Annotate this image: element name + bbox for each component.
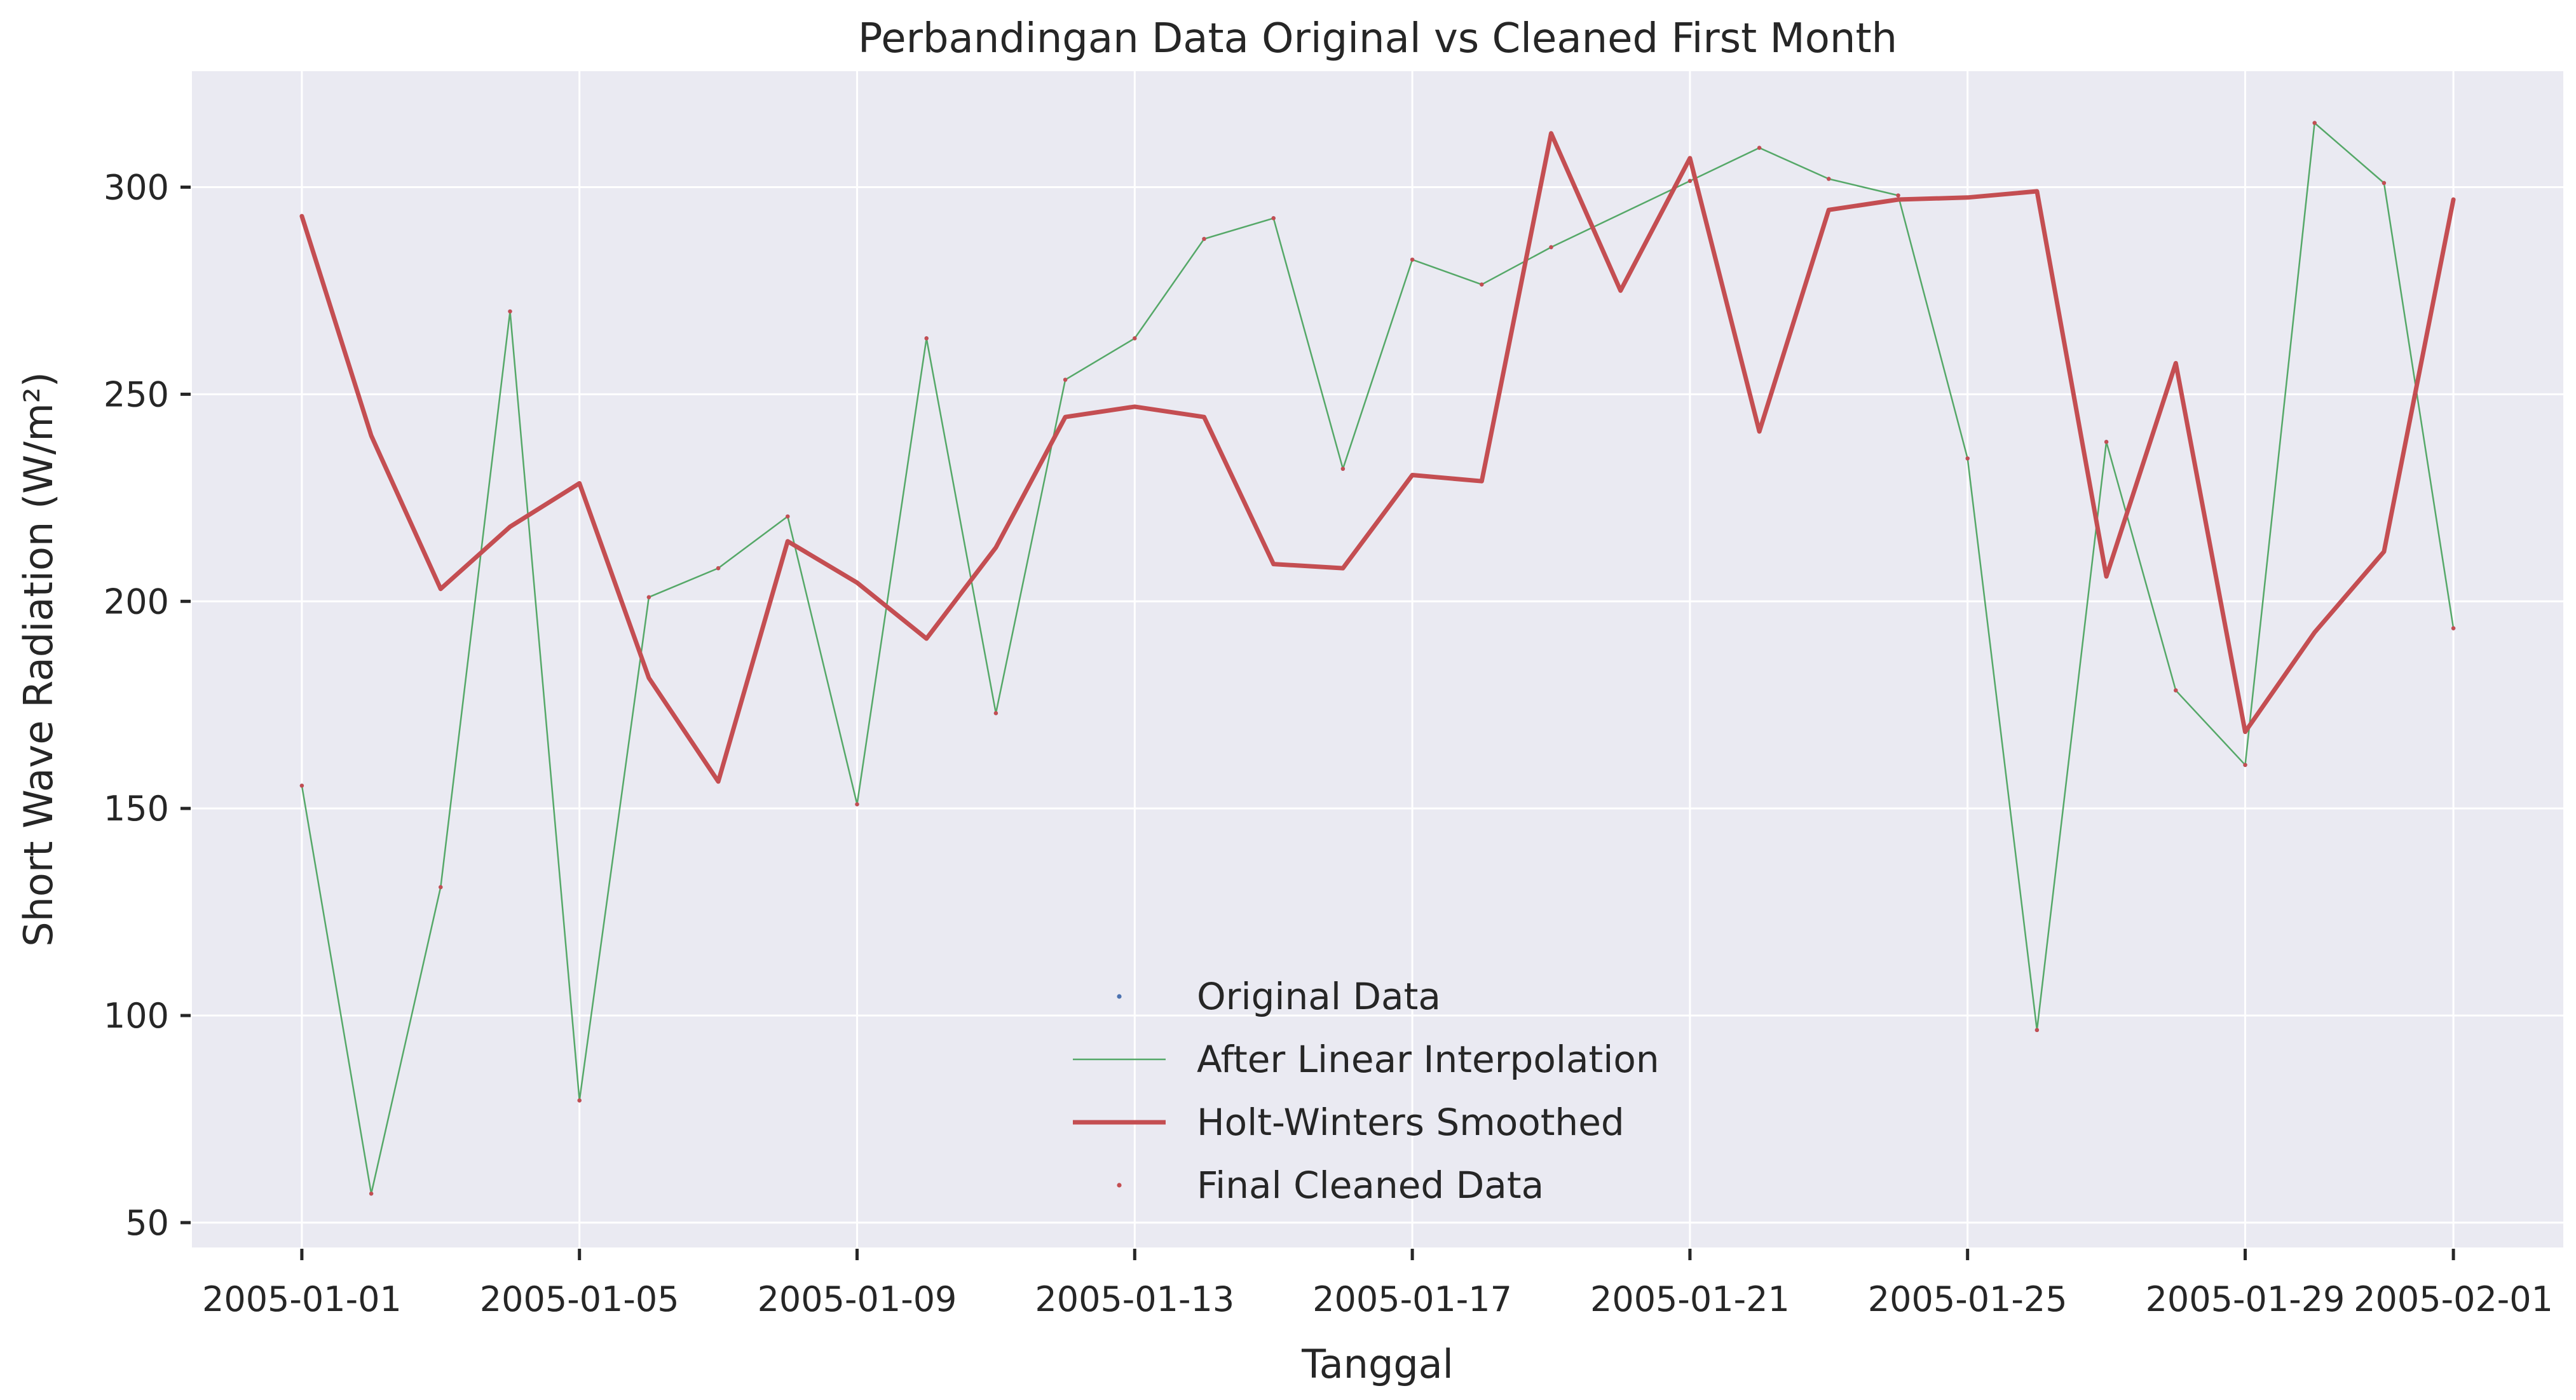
legend-label: Holt-Winters Smoothed — [1197, 1101, 1625, 1144]
x-tick-label: 2005-01-21 — [1590, 1279, 1790, 1319]
data-point — [1271, 216, 1276, 221]
data-point — [1827, 177, 1831, 181]
y-tick-label: 150 — [104, 789, 169, 829]
series-3 — [299, 121, 2456, 1196]
data-point — [508, 309, 512, 314]
plot-area — [192, 71, 2563, 1247]
data-point — [924, 336, 929, 341]
legend-item: Holt-Winters Smoothed — [1073, 1101, 1625, 1144]
data-point — [786, 514, 790, 519]
y-tick-label: 100 — [104, 996, 169, 1036]
data-point — [439, 885, 443, 890]
data-point — [1687, 179, 1693, 183]
data-point — [2312, 121, 2317, 125]
legend-item: Original Data — [1117, 975, 1441, 1018]
data-point — [369, 1192, 374, 1196]
x-tick-label: 2005-01-01 — [202, 1279, 402, 1319]
x-tick-label: 2005-01-09 — [758, 1279, 957, 1319]
grid — [192, 71, 2563, 1247]
legend-swatch — [1117, 994, 1122, 999]
y-tick-label: 300 — [104, 167, 169, 207]
data-point — [2243, 763, 2247, 767]
data-point — [1202, 236, 1206, 241]
data-point — [577, 1098, 582, 1103]
data-point — [1480, 282, 1484, 287]
data-point — [2174, 688, 2178, 693]
data-point — [993, 711, 998, 716]
data-point — [1965, 456, 1970, 461]
data-point — [2104, 440, 2109, 444]
y-tick-label: 200 — [104, 581, 169, 622]
y-tick-label: 50 — [125, 1203, 169, 1243]
data-point — [2382, 180, 2387, 186]
data-point — [1063, 377, 1068, 382]
data-point — [1340, 466, 1346, 471]
y-tick-label: 250 — [104, 374, 169, 414]
axes: 50 100 150 200 250 300 2005-01-01 2005-01-05 200… — [104, 167, 2553, 1319]
y-axis-title: Short Wave Radiation (W/m²) — [15, 372, 62, 947]
data-point — [1133, 336, 1137, 341]
series-2 — [299, 131, 2456, 784]
x-axis-title: Tanggal — [1301, 1341, 1454, 1387]
legend-item: After Linear Interpolation — [1073, 1038, 1659, 1081]
x-tick-label: 2005-01-29 — [2146, 1279, 2345, 1319]
series-layer — [299, 121, 2456, 1196]
data-point — [1896, 193, 1900, 198]
series-line — [299, 131, 2456, 784]
legend-swatch — [1117, 1183, 1122, 1188]
data-point — [2034, 1028, 2040, 1033]
data-point — [1757, 146, 1762, 150]
data-point — [2451, 626, 2456, 630]
x-tick-label: 2005-01-25 — [1868, 1279, 2068, 1319]
x-tick-label: 2005-01-05 — [480, 1279, 679, 1319]
legend-label: After Linear Interpolation — [1197, 1038, 1659, 1081]
x-tick-label: 2005-01-17 — [1312, 1279, 1512, 1319]
data-point — [1410, 257, 1415, 262]
x-tick-label: 2005-02-01 — [2354, 1279, 2553, 1319]
data-point — [646, 595, 651, 599]
chart-title: Perbandingan Data Original vs Cleaned Fi… — [858, 15, 1897, 62]
legend-label: Original Data — [1197, 975, 1441, 1018]
data-point — [855, 802, 859, 806]
legend: Original Data After Linear Interpolation H… — [1073, 975, 1659, 1207]
legend-item: Final Cleaned Data — [1117, 1164, 1544, 1207]
legend-label: Final Cleaned Data — [1197, 1164, 1544, 1207]
data-point — [716, 566, 721, 571]
data-point — [1549, 245, 1553, 250]
x-tick-label: 2005-01-13 — [1035, 1279, 1234, 1319]
data-point — [299, 784, 304, 788]
